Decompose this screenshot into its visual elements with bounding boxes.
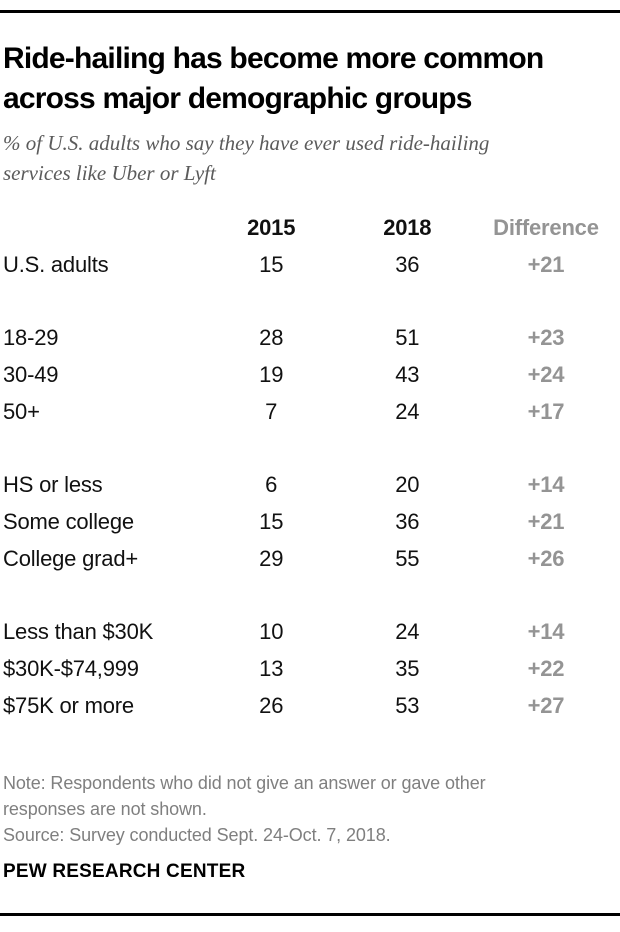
value-2018: 35 <box>395 655 420 681</box>
row-label: 50+ <box>3 398 40 424</box>
table-row: 30-49 19 43 +24 <box>3 356 616 393</box>
value-difference: +21 <box>527 508 565 534</box>
value-2015: 28 <box>259 324 284 350</box>
table-row: HS or less 6 20 +14 <box>3 466 616 503</box>
chart-footer: Note: Respondents who did not give an an… <box>3 770 616 883</box>
table-group: 18-29 28 51 +23 30-49 19 43 +24 50+ 7 24 +17 <box>3 319 616 430</box>
row-label: $75K or more <box>3 692 134 718</box>
value-2018: 36 <box>395 251 420 277</box>
demographics-table: 2015 2018 Difference U.S. adults 15 36 +21 1… <box>3 210 616 724</box>
value-difference: +14 <box>527 618 565 644</box>
table-row: 18-29 28 51 +23 <box>3 319 616 356</box>
value-2015: 15 <box>259 251 284 277</box>
value-difference: +24 <box>527 361 565 387</box>
table-group: Less than $30K 10 24 +14 $30K-$74,999 13 35 +22… <box>3 613 616 724</box>
page-title-line1: Ride-hailing has become more common <box>3 42 544 75</box>
column-header-2018: 2018 <box>383 215 432 240</box>
pew-research-center-wordmark: PEW RESEARCH CENTER <box>3 861 246 882</box>
value-difference: +21 <box>527 251 565 277</box>
table-row: 50+ 7 24 +17 <box>3 393 616 430</box>
table-header-row: 2015 2018 Difference <box>3 210 616 246</box>
value-difference: +22 <box>527 655 565 681</box>
table-row: $30K-$74,999 13 35 +22 <box>3 650 616 687</box>
value-2015: 29 <box>259 545 284 571</box>
chart-subtitle: % of U.S. adults who say they have ever … <box>3 128 616 188</box>
row-label: College grad+ <box>3 545 138 571</box>
table-row: College grad+ 29 55 +26 <box>3 540 616 577</box>
note-line2: responses are not shown. <box>3 799 207 819</box>
page-title: Ride-hailing has become more common acro… <box>3 39 616 119</box>
value-2015: 6 <box>265 471 278 497</box>
row-label: HS or less <box>3 471 103 497</box>
column-header-2015: 2015 <box>247 215 296 240</box>
note-block: Note: Respondents who did not give an an… <box>3 770 616 848</box>
note-line1: Note: Respondents who did not give an an… <box>3 773 486 793</box>
row-label: 30-49 <box>3 361 59 387</box>
table-row: $75K or more 26 53 +27 <box>3 687 616 724</box>
chart-content: Ride-hailing has become more common acro… <box>0 13 620 883</box>
table-group: U.S. adults 15 36 +21 <box>3 246 616 283</box>
source-line: Source: Survey conducted Sept. 24-Oct. 7… <box>3 825 391 845</box>
value-difference: +17 <box>527 398 565 424</box>
value-2018: 24 <box>395 618 420 644</box>
table-body: U.S. adults 15 36 +21 18-29 28 51 +23 30-49 19 43 +… <box>3 246 616 724</box>
value-difference: +23 <box>527 324 565 350</box>
value-difference: +27 <box>527 692 565 718</box>
value-difference: +14 <box>527 471 565 497</box>
value-2018: 51 <box>395 324 420 350</box>
value-2018: 36 <box>395 508 420 534</box>
value-2015: 13 <box>259 655 284 681</box>
value-2018: 43 <box>395 361 420 387</box>
table-group: HS or less 6 20 +14 Some college 15 36 +21 Colle… <box>3 466 616 577</box>
value-2015: 19 <box>259 361 284 387</box>
chart-subtitle-line1: % of U.S. adults who say they have ever … <box>3 131 490 155</box>
table-row: Some college 15 36 +21 <box>3 503 616 540</box>
value-2018: 55 <box>395 545 420 571</box>
value-2015: 26 <box>259 692 284 718</box>
row-label: 18-29 <box>3 324 59 350</box>
value-2015: 10 <box>259 618 284 644</box>
column-header-difference: Difference <box>493 215 599 240</box>
table-row: Less than $30K 10 24 +14 <box>3 613 616 650</box>
value-2018: 24 <box>395 398 420 424</box>
value-2018: 20 <box>395 471 420 497</box>
bottom-rule <box>0 913 620 916</box>
row-label: U.S. adults <box>3 251 109 277</box>
row-label: $30K-$74,999 <box>3 655 139 681</box>
row-label: Some college <box>3 508 134 534</box>
table-row: U.S. adults 15 36 +21 <box>3 246 616 283</box>
top-rule <box>0 10 620 13</box>
row-label: Less than $30K <box>3 618 154 644</box>
chart-subtitle-line2: services like Uber or Lyft <box>3 161 216 185</box>
page-title-line2: across major demographic groups <box>3 82 472 115</box>
value-difference: +26 <box>527 545 565 571</box>
value-2015: 15 <box>259 508 284 534</box>
value-2018: 53 <box>395 692 420 718</box>
value-2015: 7 <box>265 398 278 424</box>
